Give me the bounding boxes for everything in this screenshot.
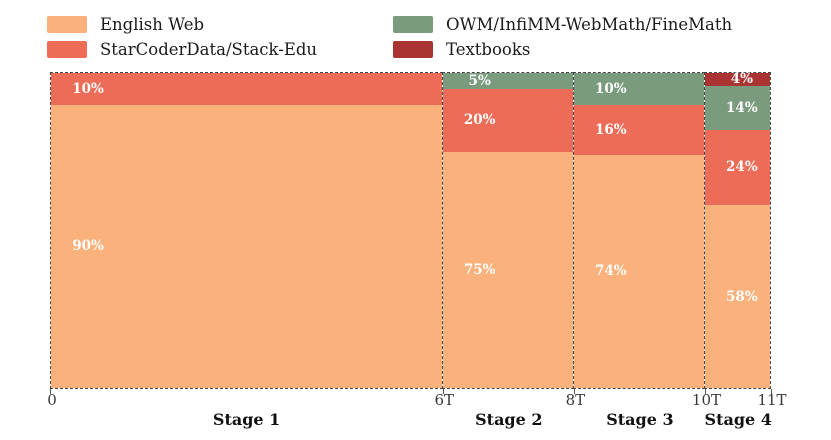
bar-segment-starcoder: 20% — [442, 88, 574, 152]
starcoder-swatch-icon — [47, 41, 87, 58]
legend-item-owm: OWM/InfiMM-WebMath/FineMath — [393, 12, 732, 37]
legend-item-label: OWM/InfiMM-WebMath/FineMath — [446, 15, 733, 34]
x-axis-tick-label: 6T — [434, 391, 455, 409]
legend-column-left: English Web StarCoderData/Stack-Edu — [47, 12, 317, 62]
english-web-swatch-icon — [47, 16, 87, 33]
bar-segment-textbooks: 4% — [704, 71, 770, 88]
x-axis-tick-label: 11T — [757, 391, 787, 409]
segment-pct-label: 14% — [726, 99, 758, 116]
stage-name-label: Stage 2 — [475, 410, 543, 429]
textbooks-swatch-icon — [393, 41, 433, 58]
x-axis-tick — [771, 389, 772, 394]
legend-item-label: English Web — [100, 15, 205, 34]
stage-name-label: Stage 1 — [212, 410, 281, 429]
x-axis-tick — [443, 389, 445, 394]
legend-item-english-web: English Web — [47, 12, 317, 37]
bar-segment-english_web: 90% — [51, 104, 443, 388]
stage-bar-2: 5% 20% 75% — [441, 72, 575, 389]
segment-pct-label: 20% — [463, 112, 496, 129]
segment-pct-label: 5% — [468, 72, 491, 89]
legend-item-starcoder: StarCoderData/Stack-Edu — [47, 37, 317, 62]
bar-segment-starcoder: 10% — [51, 73, 443, 105]
stage-name-label: Stage 4 — [704, 410, 772, 429]
bar-segment-english_web: 75% — [442, 151, 574, 388]
legend-item-label: Textbooks — [446, 40, 531, 59]
segment-pct-label: 4% — [730, 71, 753, 88]
segment-pct-label: 24% — [726, 159, 758, 176]
legend-item-label: StarCoderData/Stack-Edu — [100, 40, 318, 59]
x-axis-tick — [50, 389, 51, 394]
bar-segment-english_web: 58% — [704, 205, 770, 388]
segment-pct-label: 75% — [463, 261, 496, 278]
segment-pct-label: 58% — [726, 288, 758, 305]
x-axis-tick — [574, 389, 576, 394]
segment-pct-label: 16% — [594, 121, 627, 138]
x-axis-tick-label: 0 — [47, 391, 57, 409]
owm-swatch-icon — [393, 16, 433, 33]
bar-segment-english_web: 74% — [573, 154, 705, 388]
legend-item-textbooks: Textbooks — [393, 37, 732, 62]
stage-bar-3: 10% 16% 74% — [572, 72, 706, 389]
x-axis-tick — [705, 389, 707, 394]
bar-segment-owm: 5% — [442, 72, 574, 89]
segment-pct-label: 10% — [72, 80, 104, 97]
legend-column-right: OWM/InfiMM-WebMath/FineMath Textbooks — [393, 12, 732, 62]
bar-segment-starcoder: 24% — [704, 129, 770, 206]
segment-pct-label: 90% — [72, 238, 104, 255]
segment-pct-label: 74% — [594, 263, 627, 280]
x-axis-tick-label: 8T — [565, 391, 586, 409]
stage-bar-4: 4% 14% 24% 58% — [703, 71, 771, 389]
segment-pct-label: 10% — [594, 80, 627, 97]
stage-name-label: Stage 3 — [606, 410, 674, 429]
stage-bar-1: 10% 90% — [50, 72, 444, 389]
bar-segment-starcoder: 16% — [573, 104, 705, 155]
bar-segment-owm: 10% — [573, 73, 705, 105]
bar-segment-owm: 14% — [704, 85, 770, 130]
x-axis-tick-label: 10T — [691, 391, 721, 409]
